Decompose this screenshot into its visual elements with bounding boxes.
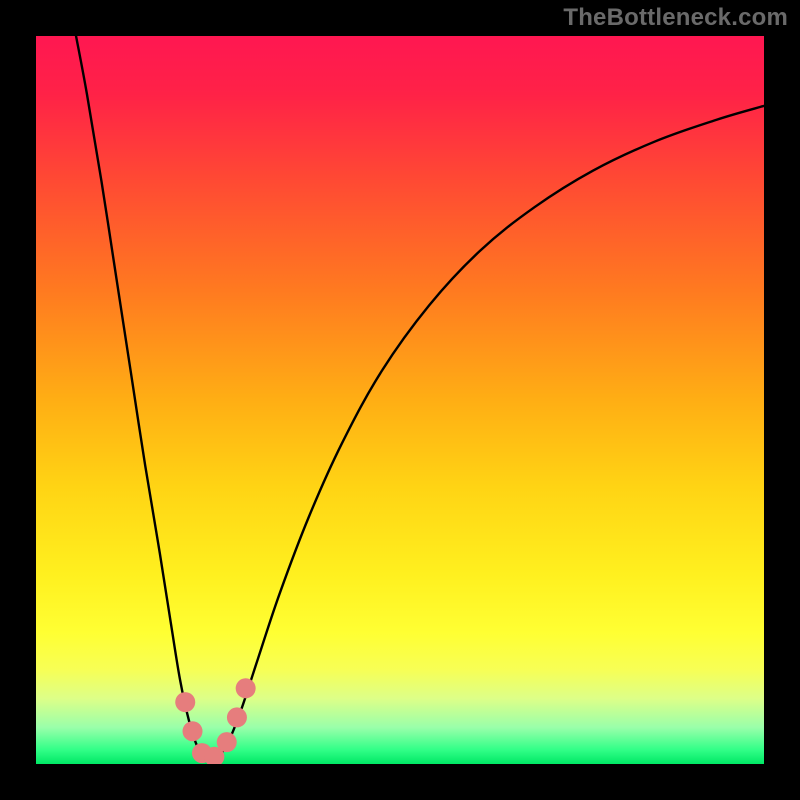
plot-area [36,36,764,764]
plot-svg [36,36,764,764]
marker-point [183,721,203,741]
watermark-text: TheBottleneck.com [563,4,788,32]
marker-point [217,732,237,752]
marker-point [236,678,256,698]
marker-point [227,707,247,727]
marker-point [175,692,195,712]
bottleneck-curve [76,36,764,760]
chart-root: TheBottleneck.com [0,0,800,800]
